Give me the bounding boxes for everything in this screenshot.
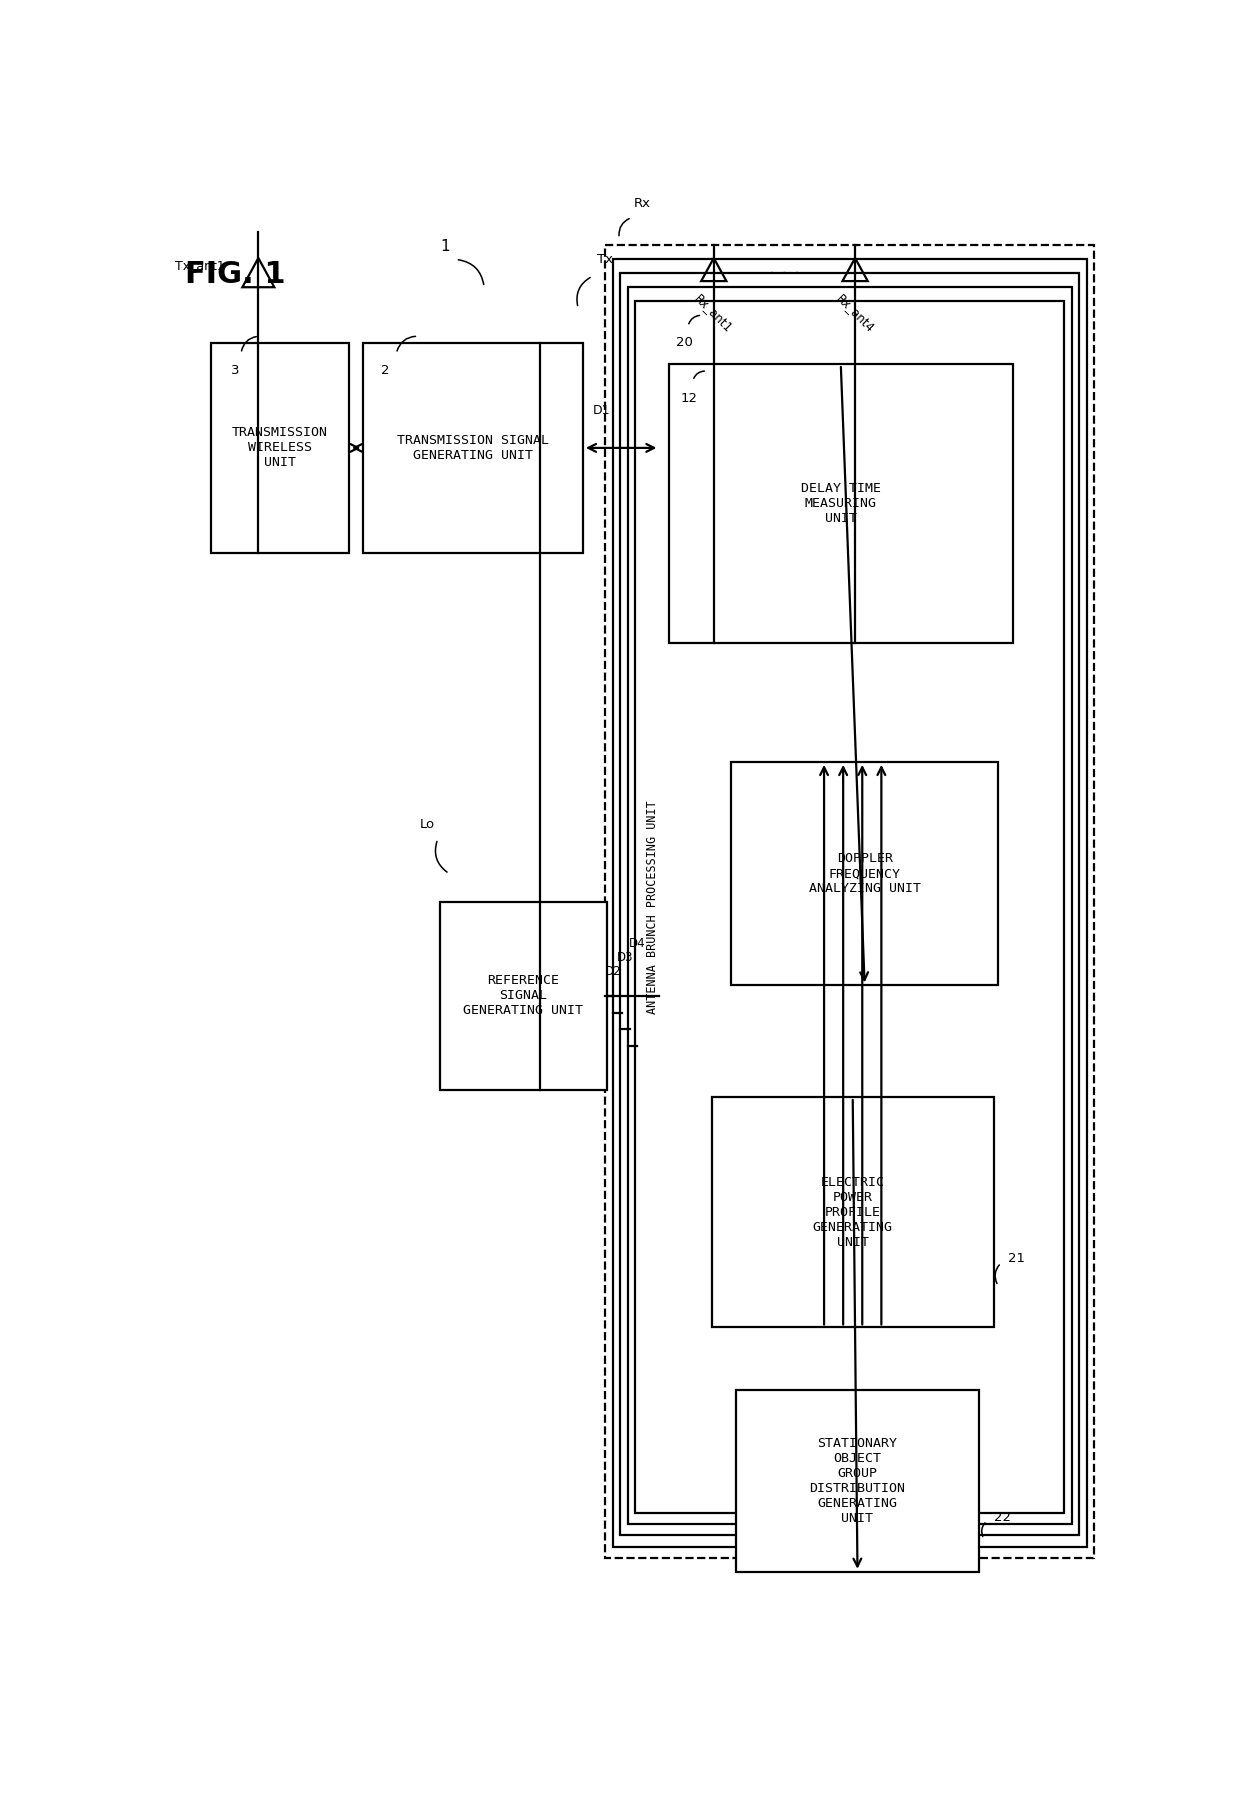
Text: DOPPLER
FREQUENCY
ANALYZING UNIT: DOPPLER FREQUENCY ANALYZING UNIT [808, 852, 920, 896]
Bar [211, 343, 350, 553]
Bar [668, 364, 1013, 644]
Text: FIG. 1: FIG. 1 [185, 259, 285, 288]
Text: 12: 12 [681, 392, 697, 404]
Text: 3: 3 [232, 364, 239, 377]
Text: D4: D4 [629, 937, 646, 950]
Text: D3: D3 [616, 952, 632, 965]
Text: 2: 2 [381, 364, 389, 377]
Text: ANTENNA BRUNCH PROCESSING UNIT: ANTENNA BRUNCH PROCESSING UNIT [646, 800, 660, 1013]
Text: REFERENCE
SIGNAL
GENERATING UNIT: REFERENCE SIGNAL GENERATING UNIT [464, 974, 583, 1017]
Text: 22: 22 [993, 1510, 1011, 1523]
Bar [730, 761, 998, 986]
Bar [440, 901, 606, 1090]
Text: Rx_ant1: Rx_ant1 [692, 292, 735, 335]
Text: STATIONARY
OBJECT
GROUP
DISTRIBUTION
GENERATING
UNIT: STATIONARY OBJECT GROUP DISTRIBUTION GEN… [810, 1438, 905, 1525]
Text: Tx_ant1: Tx_ant1 [175, 259, 224, 272]
Text: 21: 21 [1008, 1251, 1025, 1265]
Text: . . .: . . . [769, 259, 800, 277]
Text: TRANSMISSION SIGNAL
GENERATING UNIT: TRANSMISSION SIGNAL GENERATING UNIT [397, 433, 549, 462]
Bar [605, 245, 1094, 1557]
Bar [620, 274, 1080, 1536]
Text: 20: 20 [676, 335, 692, 350]
Text: Rx: Rx [634, 198, 651, 210]
Text: Tx: Tx [598, 254, 614, 267]
Bar [735, 1391, 980, 1572]
Text: TRANSMISSION
WIRELESS
UNIT: TRANSMISSION WIRELESS UNIT [232, 426, 327, 470]
Bar [613, 259, 1087, 1546]
Bar [712, 1097, 993, 1327]
Text: Lo: Lo [420, 818, 435, 832]
Bar [363, 343, 583, 553]
Text: ELECTRIC
POWER
PROFILE
GENERATING
UNIT: ELECTRIC POWER PROFILE GENERATING UNIT [812, 1175, 893, 1249]
Text: 1: 1 [440, 239, 450, 254]
Text: D1: D1 [593, 404, 610, 417]
Bar [627, 286, 1071, 1525]
Text: Rx_ant4: Rx_ant4 [833, 292, 877, 335]
Text: D2: D2 [605, 965, 621, 979]
Bar [635, 301, 1064, 1514]
Text: DELAY TIME
MEASURING
UNIT: DELAY TIME MEASURING UNIT [801, 482, 880, 526]
